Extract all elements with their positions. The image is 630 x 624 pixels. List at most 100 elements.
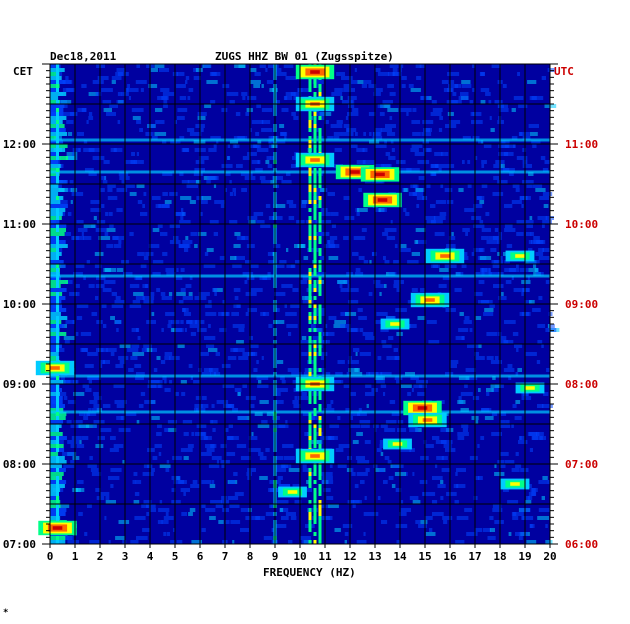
texture-speck	[420, 520, 428, 524]
texture-speck	[351, 372, 363, 376]
texture-speck	[91, 312, 98, 316]
texture-speck	[180, 448, 193, 452]
texture-speck	[118, 520, 130, 524]
persistent-line-segment	[313, 348, 317, 352]
texture-speck	[275, 524, 287, 528]
texture-speck	[155, 120, 165, 124]
texture-speck	[183, 432, 189, 436]
texture-speck	[497, 104, 508, 108]
texture-speck	[62, 88, 74, 92]
texture-speck	[94, 264, 102, 268]
texture-speck	[387, 460, 392, 464]
texture-speck	[172, 456, 182, 460]
low-frequency-band-segment	[50, 312, 61, 316]
texture-speck	[187, 180, 200, 184]
texture-speck	[89, 540, 100, 544]
texture-speck	[176, 84, 186, 88]
texture-speck	[481, 228, 491, 232]
persistent-line-segment	[56, 388, 59, 392]
texture-speck	[203, 264, 216, 268]
texture-speck	[208, 464, 220, 468]
texture-speck	[331, 92, 343, 96]
texture-speck	[73, 380, 79, 384]
texture-speck	[107, 184, 116, 188]
texture-speck	[532, 308, 541, 312]
texture-speck	[382, 344, 392, 348]
texture-speck	[356, 160, 366, 164]
low-frequency-band-segment	[50, 136, 58, 140]
persistent-line-segment	[313, 248, 317, 252]
texture-speck	[351, 468, 354, 472]
texture-speck	[528, 248, 533, 252]
texture-speck	[267, 272, 271, 276]
texture-speck	[234, 144, 240, 148]
texture-speck	[333, 324, 346, 328]
texture-speck	[152, 272, 161, 276]
persistent-line-segment	[56, 264, 59, 268]
texture-speck	[396, 540, 400, 544]
texture-speck	[346, 468, 352, 472]
texture-speck	[345, 116, 349, 120]
texture-speck	[345, 408, 351, 412]
texture-speck	[515, 188, 520, 192]
texture-speck	[195, 408, 206, 412]
persistent-line-segment	[313, 464, 317, 468]
texture-speck	[486, 392, 490, 396]
texture-speck	[219, 256, 226, 260]
persistent-line-segment	[308, 416, 312, 420]
texture-speck	[75, 488, 81, 492]
texture-speck	[360, 480, 365, 484]
texture-speck	[136, 184, 145, 188]
persistent-line-segment	[56, 392, 59, 396]
texture-speck	[318, 116, 326, 120]
texture-speck	[86, 424, 97, 428]
persistent-line-segment	[308, 184, 312, 188]
texture-speck	[267, 164, 273, 168]
texture-speck	[533, 236, 540, 240]
texture-speck	[384, 428, 396, 432]
persistent-line-segment	[56, 240, 59, 244]
texture-speck	[108, 476, 120, 480]
texture-speck	[465, 376, 478, 380]
texture-speck	[316, 352, 328, 356]
texture-speck	[450, 364, 457, 368]
texture-speck	[103, 160, 110, 164]
texture-speck	[245, 516, 251, 520]
texture-speck	[389, 400, 396, 404]
persistent-line-segment	[56, 224, 59, 228]
texture-speck	[494, 520, 504, 524]
texture-speck	[412, 472, 415, 476]
texture-speck	[137, 336, 141, 340]
texture-speck	[366, 404, 369, 408]
texture-speck	[200, 128, 204, 132]
persistent-line-segment	[56, 272, 59, 276]
texture-speck	[479, 72, 485, 76]
persistent-line-segment	[56, 252, 59, 256]
texture-speck	[377, 496, 381, 500]
texture-speck	[410, 148, 419, 152]
persistent-line-segment	[56, 228, 59, 232]
texture-speck	[234, 388, 242, 392]
texture-speck	[444, 164, 455, 168]
texture-speck	[538, 248, 544, 252]
texture-speck	[467, 160, 471, 164]
texture-speck	[322, 372, 331, 376]
texture-speck	[246, 472, 252, 476]
low-frequency-band-segment	[50, 328, 60, 332]
texture-speck	[355, 352, 358, 356]
texture-speck	[277, 424, 289, 428]
grid	[49, 63, 551, 545]
texture-speck	[222, 508, 229, 512]
texture-speck	[386, 132, 396, 136]
texture-speck	[54, 440, 64, 444]
persistent-line-segment	[313, 520, 317, 524]
texture-speck	[142, 284, 148, 288]
texture-speck	[348, 104, 355, 108]
persistent-line-segment	[308, 296, 312, 300]
persistent-line-segment	[56, 332, 59, 336]
texture-speck	[197, 116, 206, 120]
texture-speck	[501, 412, 507, 416]
texture-speck	[165, 512, 169, 516]
texture-speck	[462, 160, 465, 164]
texture-speck	[393, 284, 401, 288]
